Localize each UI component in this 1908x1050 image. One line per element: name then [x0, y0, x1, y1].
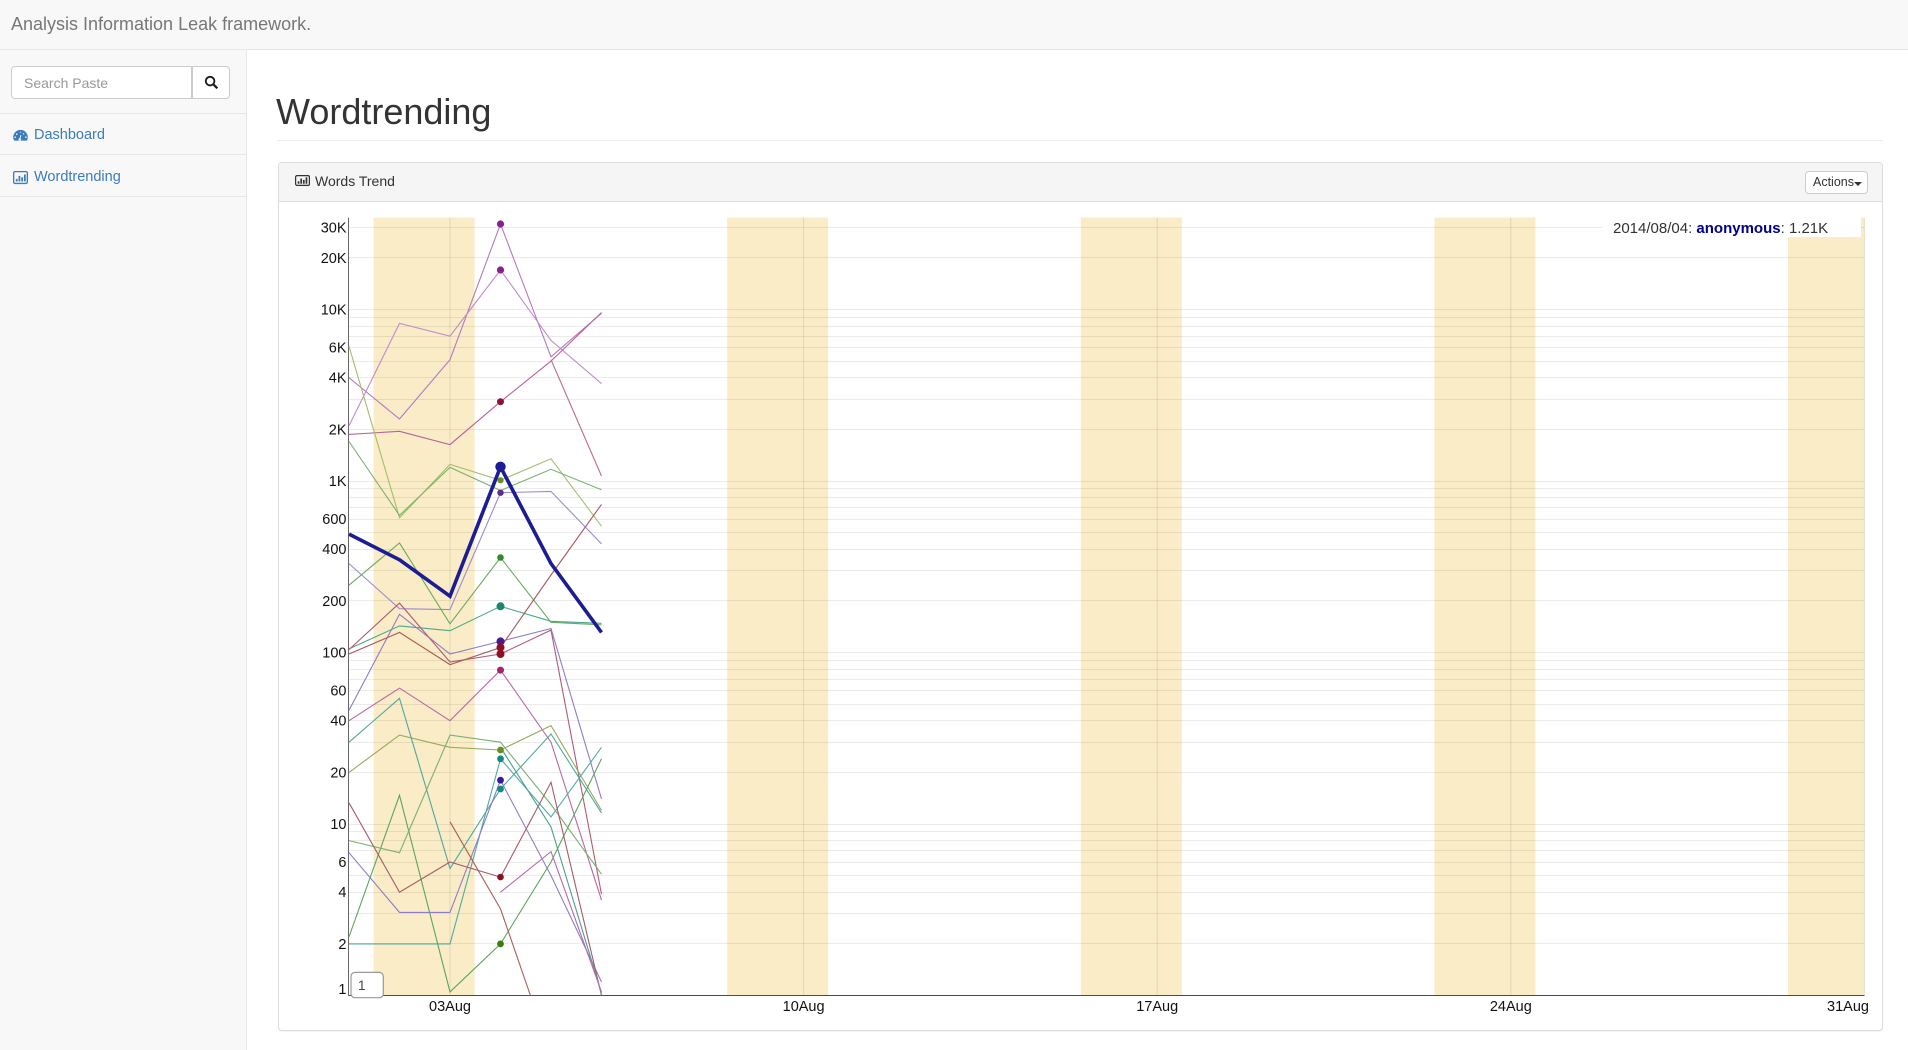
svg-text:4: 4	[338, 885, 346, 901]
svg-text:2014/08/04: anonymous: 1.21K: 2014/08/04: anonymous: 1.21K	[1613, 220, 1828, 237]
svg-text:600: 600	[322, 512, 346, 528]
svg-text:100: 100	[322, 646, 346, 662]
svg-text:6K: 6K	[329, 341, 347, 357]
svg-text:6: 6	[338, 855, 346, 871]
svg-text:03Aug: 03Aug	[429, 999, 471, 1015]
svg-text:1K: 1K	[329, 474, 347, 490]
svg-text:400: 400	[322, 542, 346, 558]
svg-text:4K: 4K	[329, 371, 347, 387]
svg-text:2: 2	[338, 937, 346, 953]
svg-text:200: 200	[322, 594, 346, 610]
svg-text:31Aug: 31Aug	[1827, 999, 1869, 1015]
svg-text:20K: 20K	[321, 251, 347, 267]
svg-text:10: 10	[330, 817, 346, 833]
svg-text:17Aug: 17Aug	[1136, 999, 1178, 1015]
svg-text:40: 40	[330, 714, 346, 730]
svg-text:24Aug: 24Aug	[1490, 999, 1532, 1015]
svg-text:10Aug: 10Aug	[783, 999, 825, 1015]
svg-text:60: 60	[330, 684, 346, 700]
svg-text:30K: 30K	[321, 221, 347, 237]
svg-text:2K: 2K	[329, 422, 347, 438]
svg-text:20: 20	[330, 765, 346, 781]
svg-text:1: 1	[338, 982, 346, 998]
svg-text:1: 1	[358, 978, 366, 993]
svg-text:10K: 10K	[321, 303, 347, 319]
